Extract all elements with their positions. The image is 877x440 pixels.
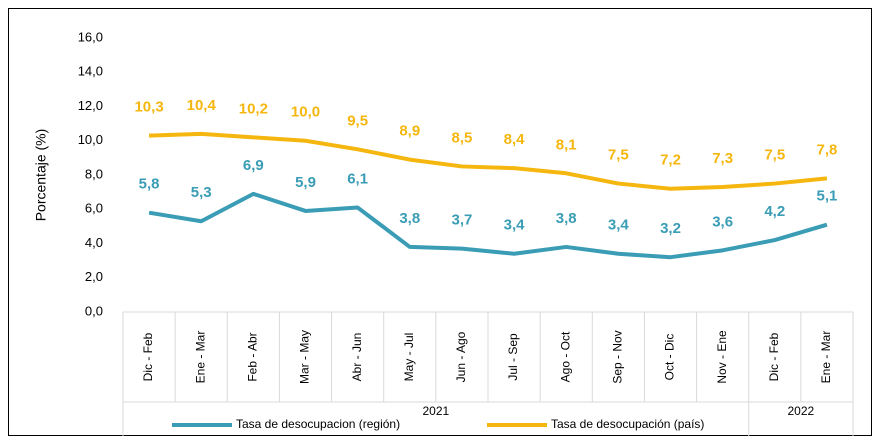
series-line — [148, 191, 828, 260]
data-label: 10,2 — [239, 100, 268, 117]
data-label: 10,3 — [134, 99, 163, 116]
chart-border — [8, 8, 872, 436]
data-label: 7,3 — [712, 150, 733, 167]
data-label: 8,1 — [556, 136, 577, 153]
data-label: 5,8 — [139, 176, 160, 193]
data-label: 10,4 — [187, 97, 217, 114]
data-label: 8,9 — [399, 123, 420, 140]
data-label: 5,3 — [191, 184, 212, 201]
group-label: 2021 — [423, 404, 450, 418]
legend-label: Tasa de desocupación (país) — [551, 417, 704, 431]
y-tick-label: 6,0 — [85, 201, 103, 216]
legend-label: Tasa de desocupacion (región) — [236, 417, 400, 431]
data-label: 8,5 — [451, 129, 472, 146]
data-label: 7,5 — [764, 147, 785, 164]
data-label: 7,8 — [816, 141, 837, 158]
x-tick-label: May - Jul — [402, 333, 416, 382]
data-label: 7,5 — [608, 147, 629, 164]
data-label: 6,1 — [347, 171, 368, 188]
data-label: 3,7 — [451, 212, 472, 229]
x-tick-label: Oct - Dic — [663, 334, 677, 381]
y-tick-label: 10,0 — [78, 132, 103, 147]
data-label: 8,4 — [504, 131, 526, 148]
x-tick-label: Sep - Nov — [611, 330, 625, 383]
data-label: 10,0 — [291, 104, 320, 121]
data-label: 3,8 — [399, 210, 420, 227]
y-tick-label: 14,0 — [78, 64, 103, 79]
data-label: 4,2 — [764, 203, 785, 220]
x-tick-label: Jun - Ago — [454, 331, 468, 382]
y-tick-label: 4,0 — [85, 235, 103, 250]
x-tick-label: Ene - Mar — [819, 331, 833, 384]
data-label: 3,6 — [712, 213, 733, 230]
x-tick-label: Dic - Feb — [141, 332, 155, 381]
x-tick-label: Ene - Mar — [193, 331, 207, 384]
y-tick-label: 16,0 — [78, 29, 103, 44]
x-tick-label: Nov - Ene — [715, 330, 729, 384]
y-tick-label: 8,0 — [85, 166, 103, 181]
y-tick-label: 12,0 — [78, 98, 103, 113]
data-label: 6,9 — [243, 157, 264, 174]
x-tick-label: Dic - Feb — [767, 332, 781, 381]
series-line — [149, 131, 828, 191]
y-tick-label: 2,0 — [85, 269, 103, 284]
y-tick-label: 0,0 — [85, 303, 103, 318]
x-tick-label: Jul - Sep — [506, 333, 520, 381]
data-label: 3,4 — [504, 217, 526, 234]
x-tick-label: Feb - Abr — [246, 332, 260, 381]
x-tick-label: Mar - May — [298, 330, 312, 384]
data-label: 5,1 — [816, 188, 837, 205]
data-label: 9,5 — [347, 112, 368, 129]
data-label: 3,8 — [556, 210, 577, 227]
group-label: 2022 — [788, 404, 815, 418]
x-tick-label: Ago - Oct — [558, 331, 572, 382]
y-axis-label: Porcentaje (%) — [33, 129, 49, 222]
x-tick-label: Abr - Jun — [350, 333, 364, 382]
data-label: 3,4 — [608, 217, 630, 234]
data-label: 3,2 — [660, 220, 681, 237]
data-label: 5,9 — [295, 174, 316, 191]
data-label: 7,2 — [660, 152, 681, 169]
